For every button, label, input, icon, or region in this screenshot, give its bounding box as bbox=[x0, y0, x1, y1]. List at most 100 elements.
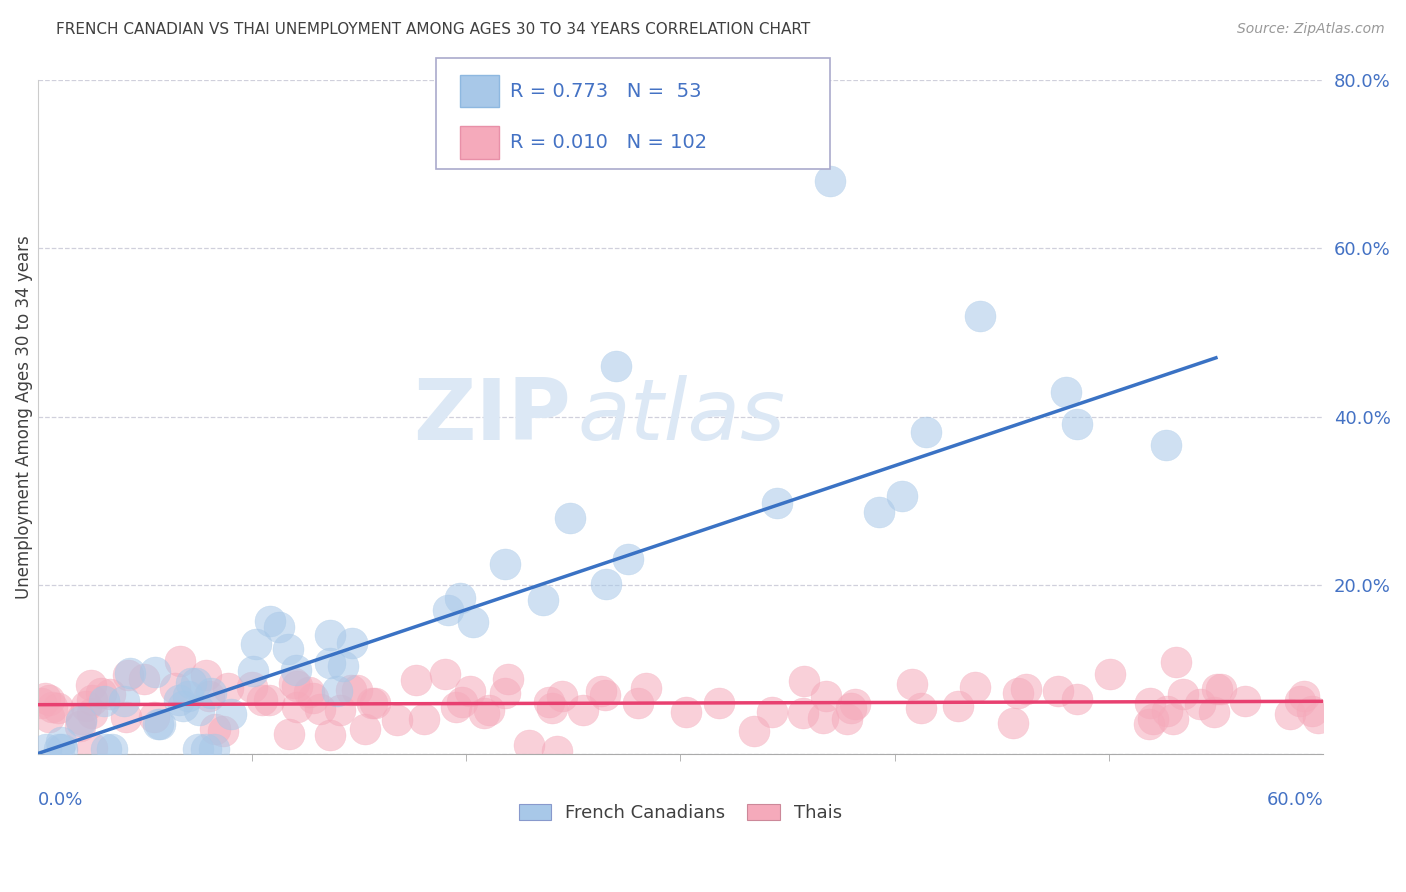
Y-axis label: Unemployment Among Ages 30 to 34 years: Unemployment Among Ages 30 to 34 years bbox=[15, 235, 32, 599]
Point bbox=[278, 727, 301, 741]
Point bbox=[319, 656, 342, 670]
Point bbox=[1007, 686, 1029, 700]
Point bbox=[1154, 438, 1177, 452]
Point bbox=[815, 689, 838, 703]
Point bbox=[187, 703, 209, 717]
Point bbox=[38, 710, 60, 724]
Point bbox=[48, 742, 70, 756]
Point bbox=[82, 740, 104, 755]
Point bbox=[405, 673, 427, 688]
Text: R = 0.010   N = 102: R = 0.010 N = 102 bbox=[510, 133, 707, 152]
Point bbox=[340, 682, 363, 697]
Point bbox=[458, 684, 481, 698]
Point bbox=[1066, 417, 1088, 431]
Point bbox=[146, 717, 169, 731]
Point bbox=[387, 714, 409, 728]
Point bbox=[145, 665, 167, 679]
Point bbox=[761, 705, 783, 719]
Point bbox=[412, 712, 434, 726]
Point bbox=[1015, 682, 1038, 697]
Point bbox=[198, 689, 221, 703]
Point bbox=[589, 684, 612, 698]
Point bbox=[184, 675, 207, 690]
Point bbox=[915, 425, 938, 439]
Point bbox=[1066, 692, 1088, 706]
Point bbox=[494, 686, 516, 700]
Point bbox=[242, 664, 264, 678]
Legend: French Canadians, Thais: French Canadians, Thais bbox=[519, 804, 842, 822]
Point bbox=[287, 700, 309, 714]
Point bbox=[49, 734, 72, 748]
Point bbox=[98, 687, 121, 701]
Point bbox=[69, 714, 91, 728]
Point bbox=[267, 620, 290, 634]
Point bbox=[572, 703, 595, 717]
Point bbox=[51, 742, 73, 756]
Point bbox=[75, 698, 97, 713]
Point bbox=[34, 690, 56, 705]
Point bbox=[1278, 706, 1301, 721]
Point bbox=[319, 728, 342, 742]
Point bbox=[965, 680, 987, 694]
Point bbox=[605, 359, 627, 374]
Point bbox=[277, 642, 299, 657]
Point bbox=[93, 694, 115, 708]
Point bbox=[240, 680, 263, 694]
Point bbox=[177, 689, 200, 703]
Point bbox=[1047, 684, 1070, 698]
Point bbox=[165, 681, 187, 695]
Point bbox=[96, 742, 118, 756]
Point bbox=[30, 696, 52, 710]
Point bbox=[187, 741, 209, 756]
Point bbox=[766, 496, 789, 510]
Point bbox=[709, 696, 731, 710]
Point bbox=[1202, 705, 1225, 719]
Point bbox=[70, 712, 93, 726]
Point bbox=[283, 676, 305, 690]
Point bbox=[517, 739, 540, 753]
Point bbox=[617, 551, 640, 566]
Point bbox=[134, 672, 156, 686]
Point bbox=[675, 705, 697, 719]
Point bbox=[167, 693, 190, 707]
Point bbox=[541, 701, 564, 715]
Point bbox=[211, 724, 233, 739]
Point bbox=[101, 742, 124, 756]
Point bbox=[1209, 682, 1232, 697]
Point bbox=[112, 694, 135, 708]
Point bbox=[433, 666, 456, 681]
Point bbox=[332, 659, 354, 673]
Point bbox=[1292, 689, 1315, 703]
Point bbox=[90, 686, 112, 700]
Point bbox=[169, 655, 191, 669]
Point bbox=[477, 702, 499, 716]
Point bbox=[546, 744, 568, 758]
Point bbox=[250, 693, 273, 707]
Point bbox=[1139, 696, 1161, 710]
Point bbox=[1156, 704, 1178, 718]
Text: R = 0.773   N =  53: R = 0.773 N = 53 bbox=[510, 82, 702, 101]
Point bbox=[1205, 681, 1227, 696]
Point bbox=[329, 703, 352, 717]
Point bbox=[41, 699, 63, 714]
Point bbox=[180, 676, 202, 690]
Point bbox=[364, 696, 387, 710]
Point bbox=[82, 693, 104, 707]
Point bbox=[1142, 712, 1164, 726]
Point bbox=[69, 719, 91, 733]
Point bbox=[143, 710, 166, 724]
Text: 0.0%: 0.0% bbox=[38, 790, 83, 808]
Text: atlas: atlas bbox=[578, 376, 786, 458]
Point bbox=[449, 591, 471, 606]
Point bbox=[340, 636, 363, 650]
Point bbox=[217, 681, 239, 695]
Point bbox=[319, 628, 342, 642]
Point bbox=[195, 668, 218, 682]
Point bbox=[38, 692, 60, 706]
Text: ZIP: ZIP bbox=[413, 376, 571, 458]
Point bbox=[1001, 716, 1024, 731]
Point bbox=[257, 692, 280, 706]
Point bbox=[46, 701, 69, 715]
Point bbox=[811, 711, 834, 725]
Point bbox=[35, 742, 58, 756]
